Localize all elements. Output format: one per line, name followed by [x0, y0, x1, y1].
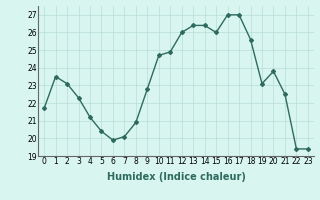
X-axis label: Humidex (Indice chaleur): Humidex (Indice chaleur): [107, 172, 245, 182]
